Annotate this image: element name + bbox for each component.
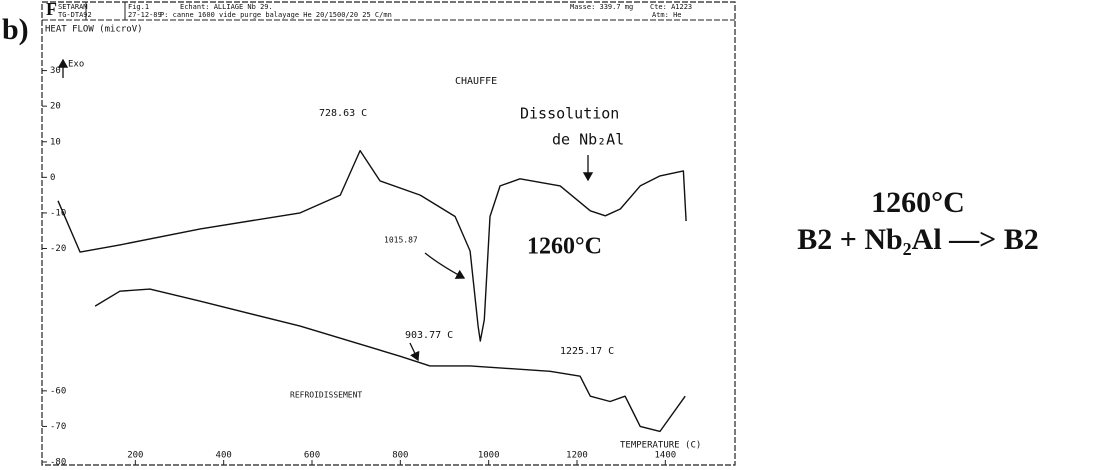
maker: SETARAM	[58, 3, 88, 11]
x-axis-label: TEMPERATURE (C)	[620, 441, 701, 451]
y-tick-label: 20	[50, 102, 61, 112]
y-tick-label: -70	[50, 422, 66, 432]
exo-label: Exo	[68, 60, 84, 70]
conditions: P: canne 1600 vide purge balayage He 20/…	[160, 11, 392, 19]
x-tick-label: 400	[216, 451, 232, 461]
side-text: 1260°C	[871, 186, 965, 219]
annotation: 1260°C	[527, 234, 602, 260]
x-tick-label: 800	[392, 451, 408, 461]
x-tick-label: 1000	[478, 451, 500, 461]
annotation: de Nb₂Al	[552, 131, 624, 149]
y-axis-label: HEAT FLOW (microV)	[45, 25, 143, 35]
y-tick-label: -60	[50, 386, 66, 396]
y-tick-label: -80	[50, 458, 66, 468]
annotation: 728.63 C	[319, 108, 367, 119]
y-tick-label: 10	[50, 137, 61, 147]
panel-label: b)	[2, 13, 29, 46]
arrow	[424, 252, 466, 279]
y-tick-label: 0	[50, 173, 55, 183]
arrow	[409, 342, 420, 362]
cte: Cte: A1223	[650, 3, 692, 11]
x-tick-label: 1200	[566, 451, 588, 461]
curve	[57, 149, 687, 342]
x-tick-label: 200	[127, 451, 143, 461]
annotation: CHAUFFE	[455, 76, 497, 87]
logo: F	[46, 0, 57, 19]
sample: Echant: ALLIAGE Nb 29.	[180, 3, 273, 11]
model: TG-DTA92	[58, 11, 92, 19]
y-tick-label: -10	[50, 208, 66, 218]
x-tick-label: 600	[304, 451, 320, 461]
annotation: Dissolution	[520, 105, 619, 123]
frame	[41, 1, 736, 466]
x-tick-label: 1400	[654, 451, 676, 461]
date: 27-12-89	[128, 11, 162, 19]
annotation: 1015.87	[384, 236, 418, 245]
fig: Fig.1	[128, 3, 149, 11]
mass: Masse: 339.7 mg	[570, 3, 633, 11]
annotation: 1225.17 C	[560, 346, 614, 357]
curve	[94, 288, 686, 433]
y-tick-label: -20	[50, 244, 66, 254]
atm: Atm: He	[652, 11, 682, 19]
y-tick-label: 30	[50, 66, 61, 76]
annotation: 903.77 C	[405, 330, 453, 341]
side-text: B2 + Nb₂Al —> B2	[797, 223, 1039, 256]
annotation: REFROIDISSEMENT	[290, 391, 362, 400]
